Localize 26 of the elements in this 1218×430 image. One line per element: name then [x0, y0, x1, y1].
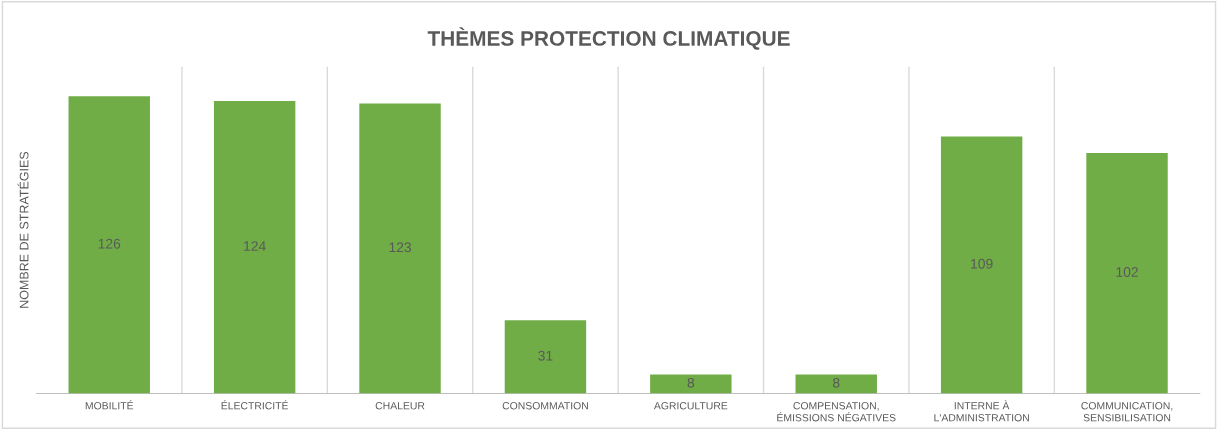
x-tick-label: COMMUNICATION, SENSIBILISATION: [1081, 402, 1173, 422]
bar: [650, 374, 732, 394]
x-tick-label: MOBILITÉ: [85, 400, 134, 410]
data-label: 31: [538, 350, 553, 361]
data-label: 124: [244, 241, 266, 251]
data-label: 126: [98, 238, 121, 249]
bar: [359, 103, 441, 394]
x-tick-label: AGRICULTURE: [653, 402, 728, 410]
chart-title: THÈMES PROTECTION CLIMATIQUE: [427, 27, 790, 50]
x-tick-label: CONSOMMATION: [502, 402, 588, 410]
data-label: 123: [389, 242, 412, 253]
x-tick-label: COMPENSATION, ÉMISSIONS NÉGATIVES: [777, 402, 896, 422]
x-tick-label: CHALEUR: [375, 402, 425, 410]
x-tick-label: INTERNE À L'ADMINISTRATION: [934, 400, 1029, 422]
bar: [504, 320, 587, 394]
data-label: 109: [971, 258, 993, 269]
bar: [795, 374, 877, 394]
y-axis-title: NOMBRE DE STRATÉGIES: [17, 151, 29, 308]
bar: [213, 101, 296, 394]
bar: [940, 136, 1023, 394]
bar: [68, 96, 150, 394]
x-tick-label: ÉLECTRICITÉ: [221, 400, 289, 410]
data-label: 8: [687, 377, 695, 388]
data-label: 102: [1116, 267, 1138, 277]
bar: [1086, 152, 1168, 394]
data-label: 8: [832, 377, 840, 388]
